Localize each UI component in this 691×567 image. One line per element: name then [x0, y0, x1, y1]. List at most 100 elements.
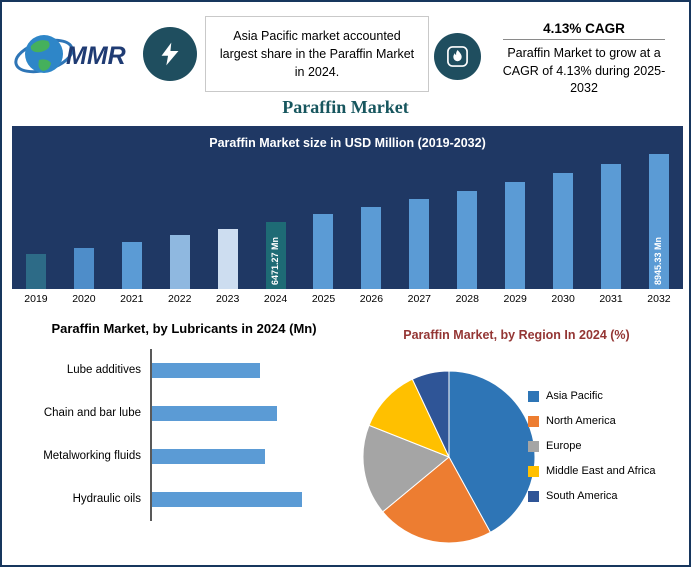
annual-bar-2020 — [73, 248, 94, 289]
lubricants-chart: Paraffin Market, by Lubricants in 2024 (… — [18, 320, 350, 521]
year-label: 2026 — [359, 293, 384, 305]
lubricant-row: Lube additives — [22, 348, 350, 392]
annual-bar-2022 — [169, 235, 190, 289]
lubricant-label: Hydraulic oils — [72, 493, 141, 506]
annual-bar-column — [300, 214, 348, 289]
annual-bar-column: 6471.27 Mn — [252, 221, 300, 289]
legend-item-asia-pacific: Asia Pacific — [528, 390, 655, 402]
annual-bar-2027 — [409, 198, 430, 289]
year-label: 2032 — [647, 293, 671, 305]
annual-bar-2019 — [25, 254, 46, 289]
lubricant-row: Hydraulic oils — [22, 477, 350, 521]
flame-badge — [434, 33, 481, 80]
annual-bar-2023 — [217, 228, 238, 289]
legend-label: Asia Pacific — [546, 390, 603, 402]
lubricant-bar — [152, 448, 265, 464]
annual-bar-column — [587, 163, 635, 289]
lubricant-bar — [152, 405, 277, 421]
annual-bar-2024: 6471.27 Mn — [265, 221, 286, 289]
lubricant-bar — [152, 362, 260, 378]
annual-bar-column — [395, 198, 443, 289]
region-pie-svg — [362, 370, 536, 544]
cagr-text: Paraffin Market to grow at a CAGR of 4.1… — [502, 46, 666, 95]
year-label: 2028 — [455, 293, 479, 305]
page-title: Paraffin Market — [282, 97, 409, 117]
annual-bar-2028 — [457, 190, 478, 289]
year-label: 2031 — [599, 293, 623, 305]
legend-swatch — [528, 390, 539, 402]
legend-label: Middle East and Africa — [546, 465, 656, 477]
legend-swatch — [528, 490, 539, 502]
annual-bar-column — [156, 235, 204, 289]
year-label: 2025 — [311, 293, 336, 305]
year-label: 2027 — [407, 293, 432, 305]
mmr-logo: MMR — [14, 24, 136, 86]
globe-land-north — [30, 40, 50, 53]
asia-callout-text: Asia Pacific market accounted largest sh… — [219, 28, 415, 80]
flame-icon — [447, 46, 468, 67]
divider — [503, 39, 665, 40]
annual-bar-2030 — [553, 173, 574, 289]
annual-years-row: 2019 2020 2021 2022 2023 2024 2025 2026 2027 2028… — [12, 289, 683, 305]
annual-bar-column — [12, 254, 60, 289]
lubricant-row: Chain and bar lube — [22, 391, 350, 435]
lubricant-bar-area — [150, 391, 350, 435]
annual-bar-2029 — [505, 181, 526, 289]
annual-bar-column — [60, 248, 108, 289]
lubricants-rows: Lube additives Chain and bar lube Metalwor… — [22, 348, 350, 521]
lubricant-row: Metalworking fluids — [22, 434, 350, 478]
year-label: 2019 — [24, 293, 48, 305]
lightning-badge — [143, 27, 197, 81]
year-label: 2030 — [551, 293, 575, 305]
year-label: 2021 — [120, 293, 144, 305]
lubricant-label: Lube additives — [66, 364, 141, 377]
annual-bar-column — [204, 228, 252, 289]
legend-swatch — [528, 415, 539, 427]
pie-slice-middle-east-and-africa — [368, 378, 450, 458]
lubricant-bar-area — [150, 348, 350, 392]
logo-text: MMR — [66, 42, 126, 70]
lubricant-bar-area — [150, 434, 350, 478]
legend-item-south-america: South America — [528, 490, 655, 502]
bar-value-label: 6471.27 Mn — [269, 236, 280, 285]
logo-graphic: MMR — [14, 35, 126, 74]
annual-bar-column — [539, 173, 587, 289]
asia-pacific-callout: Asia Pacific market accounted largest sh… — [205, 16, 429, 92]
lubricant-bar-area — [150, 477, 350, 521]
annual-chart: Paraffin Market size in USD Million (201… — [12, 126, 683, 305]
annual-bar-column — [108, 241, 156, 289]
annual-chart-title: Paraffin Market size in USD Million (201… — [209, 136, 486, 150]
annual-bar-column — [347, 206, 395, 289]
region-chart: Paraffin Market, by Region In 2024 (%) A… — [350, 328, 683, 544]
pie-slice-south-america — [411, 370, 450, 458]
region-legend: Asia Pacific North America Europe Middle Ea… — [528, 390, 655, 515]
legend-swatch — [528, 440, 539, 452]
year-label: 2023 — [215, 293, 240, 305]
legend-swatch — [528, 465, 539, 477]
pie-slice-asia-pacific — [448, 370, 536, 534]
annual-bar-2021 — [121, 241, 142, 289]
year-label: 2022 — [168, 293, 192, 305]
legend-label: North America — [546, 415, 616, 427]
pie-slice-north-america — [382, 456, 492, 544]
annual-bars-row: 6471.27 Mn 8945.33 Mn — [12, 139, 683, 289]
legend-item-middle-east-and-africa: Middle East and Africa — [528, 465, 655, 477]
lubricants-chart-title: Paraffin Market, by Lubricants in 2024 (… — [51, 321, 317, 336]
lubricant-bar — [152, 491, 302, 507]
cagr-callout: 4.13% CAGR Paraffin Market to grow at a … — [489, 21, 679, 98]
cagr-heading: 4.13% CAGR — [543, 21, 625, 36]
legend-item-europe: Europe — [528, 440, 655, 452]
lubricant-label: Metalworking fluids — [43, 450, 141, 463]
pie-slice-europe — [362, 424, 450, 513]
annual-bar-2031 — [601, 163, 622, 289]
annual-bar-2025 — [313, 214, 334, 289]
lubricant-label: Chain and bar lube — [43, 407, 141, 420]
legend-label: Europe — [546, 440, 582, 452]
annual-bar-column — [443, 190, 491, 289]
annual-chart-plot: Paraffin Market size in USD Million (201… — [12, 126, 683, 289]
annual-bar-column — [491, 181, 539, 289]
region-pie — [360, 368, 538, 546]
annual-bar-column: 8945.33 Mn — [635, 154, 683, 289]
year-label: 2029 — [503, 293, 527, 305]
